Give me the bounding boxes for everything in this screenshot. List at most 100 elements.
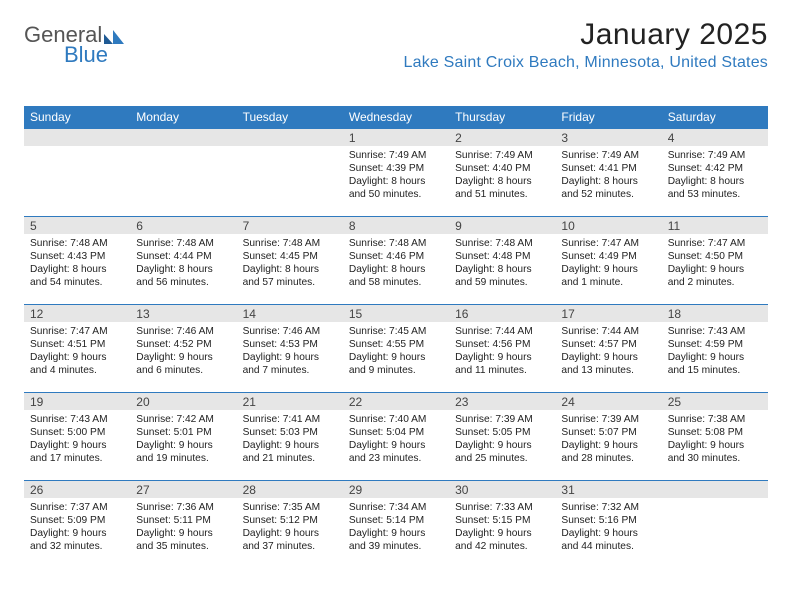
day-line: Daylight: 9 hours: [136, 351, 230, 364]
day-line: and 15 minutes.: [668, 364, 762, 377]
day-line: Sunrise: 7:42 AM: [136, 413, 230, 426]
calendar-day-cell: 26Sunrise: 7:37 AMSunset: 5:09 PMDayligh…: [24, 480, 130, 568]
day-line: Sunset: 4:45 PM: [243, 250, 337, 263]
day-line: Daylight: 9 hours: [561, 263, 655, 276]
day-number: 15: [343, 304, 449, 322]
day-body: Sunrise: 7:48 AMSunset: 4:44 PMDaylight:…: [130, 234, 236, 291]
day-line: Daylight: 9 hours: [243, 439, 337, 452]
day-line: Sunrise: 7:37 AM: [30, 501, 124, 514]
day-line: Daylight: 9 hours: [30, 527, 124, 540]
day-number: 24: [555, 392, 661, 410]
calendar-day-cell: 29Sunrise: 7:34 AMSunset: 5:14 PMDayligh…: [343, 480, 449, 568]
day-number: 30: [449, 480, 555, 498]
day-line: and 42 minutes.: [455, 540, 549, 553]
day-body: Sunrise: 7:39 AMSunset: 5:05 PMDaylight:…: [449, 410, 555, 467]
day-line: Daylight: 9 hours: [561, 439, 655, 452]
day-line: Sunset: 5:04 PM: [349, 426, 443, 439]
title-block: January 2025 Lake Saint Croix Beach, Min…: [404, 18, 768, 72]
day-line: Daylight: 8 hours: [136, 263, 230, 276]
day-line: Sunrise: 7:39 AM: [455, 413, 549, 426]
day-line: Daylight: 8 hours: [349, 175, 443, 188]
day-number: [130, 128, 236, 146]
calendar-day-cell: [237, 128, 343, 216]
day-line: and 32 minutes.: [30, 540, 124, 553]
day-line: Daylight: 8 hours: [30, 263, 124, 276]
day-number: 22: [343, 392, 449, 410]
calendar-week-row: 19Sunrise: 7:43 AMSunset: 5:00 PMDayligh…: [24, 392, 768, 480]
day-line: Daylight: 9 hours: [561, 527, 655, 540]
day-body: Sunrise: 7:46 AMSunset: 4:52 PMDaylight:…: [130, 322, 236, 379]
day-line: Sunrise: 7:48 AM: [30, 237, 124, 250]
day-line: and 7 minutes.: [243, 364, 337, 377]
day-number: 21: [237, 392, 343, 410]
day-line: and 51 minutes.: [455, 188, 549, 201]
day-line: Sunrise: 7:35 AM: [243, 501, 337, 514]
day-line: Sunrise: 7:48 AM: [136, 237, 230, 250]
header: General January 2025 Lake Saint Croix Be…: [24, 18, 768, 72]
calendar-day-cell: 18Sunrise: 7:43 AMSunset: 4:59 PMDayligh…: [662, 304, 768, 392]
day-line: Daylight: 9 hours: [668, 351, 762, 364]
day-number: 13: [130, 304, 236, 322]
day-number: [237, 128, 343, 146]
day-line: Daylight: 8 hours: [243, 263, 337, 276]
day-header-row: Sunday Monday Tuesday Wednesday Thursday…: [24, 106, 768, 128]
day-line: and 58 minutes.: [349, 276, 443, 289]
day-body: Sunrise: 7:43 AMSunset: 5:00 PMDaylight:…: [24, 410, 130, 467]
calendar-day-cell: 7Sunrise: 7:48 AMSunset: 4:45 PMDaylight…: [237, 216, 343, 304]
day-line: Sunrise: 7:41 AM: [243, 413, 337, 426]
calendar-day-cell: 8 Sunrise: 7:48 AMSunset: 4:46 PMDaylight…: [343, 216, 449, 304]
calendar-day-cell: 16Sunrise: 7:44 AMSunset: 4:56 PMDayligh…: [449, 304, 555, 392]
calendar-day-cell: 3Sunrise: 7:49 AMSunset: 4:41 PMDaylight…: [555, 128, 661, 216]
day-line: Sunrise: 7:49 AM: [561, 149, 655, 162]
calendar-day-cell: 12Sunrise: 7:47 AMSunset: 4:51 PMDayligh…: [24, 304, 130, 392]
day-body: Sunrise: 7:48 AMSunset: 4:48 PMDaylight:…: [449, 234, 555, 291]
day-header: Friday: [555, 106, 661, 128]
day-line: Sunset: 4:46 PM: [349, 250, 443, 263]
calendar-day-cell: 22Sunrise: 7:40 AMSunset: 5:04 PMDayligh…: [343, 392, 449, 480]
day-line: Sunset: 5:03 PM: [243, 426, 337, 439]
day-line: and 2 minutes.: [668, 276, 762, 289]
day-number: 27: [130, 480, 236, 498]
day-line: Sunset: 4:50 PM: [668, 250, 762, 263]
calendar-day-cell: 28Sunrise: 7:35 AMSunset: 5:12 PMDayligh…: [237, 480, 343, 568]
day-line: Sunrise: 7:38 AM: [668, 413, 762, 426]
day-body: Sunrise: 7:42 AMSunset: 5:01 PMDaylight:…: [130, 410, 236, 467]
calendar-day-cell: 4Sunrise: 7:49 AMSunset: 4:42 PMDaylight…: [662, 128, 768, 216]
day-line: Sunrise: 7:33 AM: [455, 501, 549, 514]
day-number: 28: [237, 480, 343, 498]
day-line: Daylight: 9 hours: [668, 439, 762, 452]
day-line: Sunset: 5:05 PM: [455, 426, 549, 439]
day-line: Sunrise: 7:49 AM: [668, 149, 762, 162]
day-number: 17: [555, 304, 661, 322]
calendar-day-cell: 17Sunrise: 7:44 AMSunset: 4:57 PMDayligh…: [555, 304, 661, 392]
day-line: Daylight: 8 hours: [349, 263, 443, 276]
day-line: and 39 minutes.: [349, 540, 443, 553]
calendar-day-cell: 19Sunrise: 7:43 AMSunset: 5:00 PMDayligh…: [24, 392, 130, 480]
day-line: Sunrise: 7:49 AM: [455, 149, 549, 162]
calendar-week-row: 12Sunrise: 7:47 AMSunset: 4:51 PMDayligh…: [24, 304, 768, 392]
day-line: and 25 minutes.: [455, 452, 549, 465]
day-header: Tuesday: [237, 106, 343, 128]
day-body: Sunrise: 7:49 AMSunset: 4:40 PMDaylight:…: [449, 146, 555, 203]
day-body: Sunrise: 7:44 AMSunset: 4:57 PMDaylight:…: [555, 322, 661, 379]
day-line: Sunset: 4:51 PM: [30, 338, 124, 351]
day-line: Daylight: 9 hours: [349, 527, 443, 540]
day-line: Sunset: 5:09 PM: [30, 514, 124, 527]
day-number: 16: [449, 304, 555, 322]
day-line: Sunrise: 7:48 AM: [349, 237, 443, 250]
calendar-day-cell: 31Sunrise: 7:32 AMSunset: 5:16 PMDayligh…: [555, 480, 661, 568]
day-line: Sunset: 5:16 PM: [561, 514, 655, 527]
day-header: Thursday: [449, 106, 555, 128]
day-line: Daylight: 9 hours: [668, 263, 762, 276]
day-body: [24, 146, 130, 151]
day-number: 12: [24, 304, 130, 322]
day-header: Sunday: [24, 106, 130, 128]
day-line: and 53 minutes.: [668, 188, 762, 201]
day-body: Sunrise: 7:49 AMSunset: 4:42 PMDaylight:…: [662, 146, 768, 203]
day-line: Sunset: 4:48 PM: [455, 250, 549, 263]
day-body: Sunrise: 7:33 AMSunset: 5:15 PMDaylight:…: [449, 498, 555, 555]
day-line: Sunset: 5:00 PM: [30, 426, 124, 439]
day-number: 8: [343, 216, 449, 234]
day-body: [662, 498, 768, 503]
day-line: Sunrise: 7:40 AM: [349, 413, 443, 426]
